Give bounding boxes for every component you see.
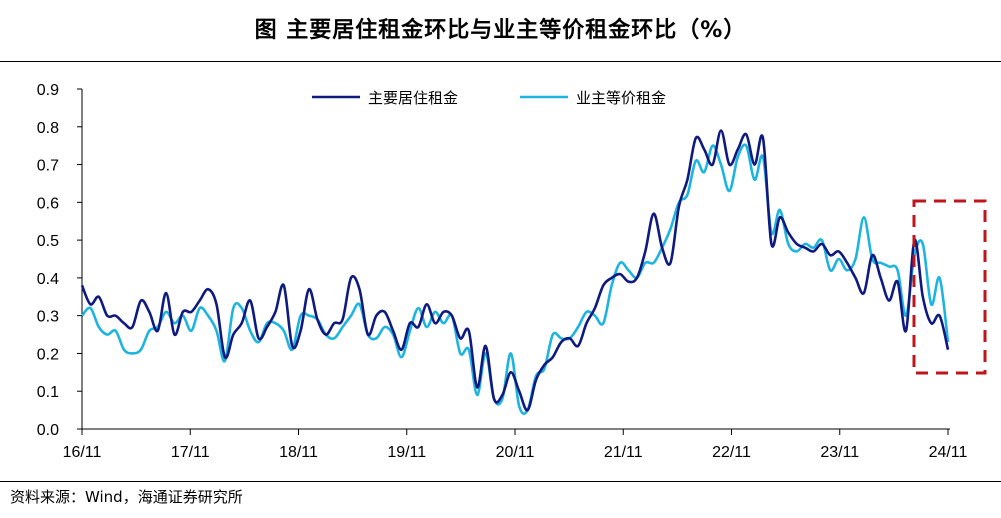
- x-tick-label: 24/11: [929, 444, 968, 461]
- legend: 主要居住租金 业主等价租金: [312, 89, 666, 107]
- y-tick-label: 0.1: [37, 384, 59, 401]
- title-divider: [0, 61, 1001, 62]
- x-tick-label: 20/11: [496, 444, 535, 461]
- x-tick-label: 16/11: [63, 444, 102, 461]
- y-tick-label: 0.9: [37, 82, 59, 99]
- highlight-box: [912, 199, 987, 375]
- y-tick-label: 0.2: [37, 346, 59, 363]
- x-tick-label: 18/11: [279, 444, 318, 461]
- y-tick-label: 0.7: [37, 158, 59, 175]
- legend-label: 业主等价租金: [576, 89, 666, 107]
- y-tick-label: 0.0: [37, 422, 59, 439]
- x-tick-label: 22/11: [712, 444, 751, 461]
- series-line-primary-rent: [80, 129, 950, 412]
- source-note: 资料来源：Wind，海通证券研究所: [10, 488, 243, 506]
- line-chart: 0.0 0.1 0.2 0.3 0.4 0.5 0.6 0.7 0.8 0.9 16/11 17/11…: [37, 82, 987, 461]
- y-tick-label: 0.3: [37, 309, 59, 326]
- y-tick-label: 0.4: [37, 271, 59, 288]
- y-tick-label: 0.5: [37, 233, 59, 250]
- legend-label: 主要居住租金: [368, 89, 458, 107]
- x-tick-label: 19/11: [387, 444, 426, 461]
- x-tick-label: 17/11: [171, 444, 210, 461]
- source-divider: [0, 481, 1001, 482]
- y-tick-label: 0.6: [37, 195, 59, 212]
- x-tick-label: 21/11: [604, 444, 643, 461]
- y-tick-label: 0.8: [37, 120, 59, 137]
- series-line-oer: [81, 143, 950, 415]
- x-tick-label: 23/11: [820, 444, 859, 461]
- chart-title: 图 主要居住租金环比与业主等价租金环比（%）: [254, 18, 747, 43]
